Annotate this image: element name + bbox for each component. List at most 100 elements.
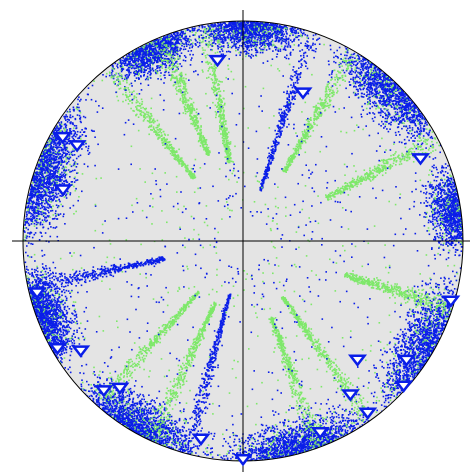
density-point-1824 [360, 60, 362, 62]
density-point-3279 [432, 186, 434, 188]
density-point-2355 [401, 118, 404, 121]
density-point-4540 [421, 358, 424, 361]
density-point-742 [273, 33, 275, 35]
density-point-1976 [369, 93, 371, 95]
density-point-1317 [223, 25, 225, 28]
density-point-2007 [388, 79, 390, 81]
density-point-2665 [340, 58, 342, 60]
density-point-3241 [439, 254, 442, 256]
density-point-340 [212, 26, 215, 28]
density-point-1676 [402, 115, 405, 118]
density-point-2447 [369, 96, 371, 99]
density-point-935 [245, 34, 248, 37]
density-point-4237 [383, 367, 385, 369]
density-point-1628 [374, 116, 376, 119]
density-point-633 [233, 32, 236, 35]
density-point-948 [227, 30, 229, 33]
density-point-4943 [399, 316, 401, 318]
density-point-2699 [389, 94, 391, 97]
density-point-353 [227, 64, 229, 67]
density-point-764 [306, 40, 308, 42]
density-point-4886 [422, 334, 425, 336]
density-point-1091 [243, 50, 246, 53]
density-point-321 [300, 42, 302, 44]
density-point-938 [238, 26, 240, 29]
density-point-2332 [408, 119, 411, 122]
density-point-68 [286, 54, 288, 57]
density-point-3409 [453, 211, 456, 213]
density-point-451 [213, 38, 215, 40]
density-point-3784 [444, 219, 447, 222]
density-point-2769 [357, 90, 359, 93]
density-point-4459 [392, 392, 395, 395]
density-point-1573 [406, 136, 409, 138]
density-point-284 [233, 26, 235, 28]
density-point-571 [260, 39, 263, 41]
density-point-13 [274, 40, 276, 43]
density-point-553 [201, 26, 204, 29]
density-point-761 [255, 46, 257, 49]
density-point-4671 [411, 348, 413, 351]
density-point-4531 [404, 350, 406, 352]
density-point-3819 [453, 185, 456, 188]
density-point-958 [231, 30, 233, 33]
density-point-3093 [436, 209, 439, 211]
density-point-1959 [338, 46, 341, 49]
density-point-2802 [435, 166, 437, 169]
density-point-2771 [355, 74, 358, 76]
density-point-3829 [448, 198, 450, 201]
density-point-4098 [416, 300, 419, 303]
density-point-327 [213, 40, 216, 42]
density-point-1175 [240, 34, 242, 37]
density-point-1049 [241, 26, 244, 28]
density-point-2142 [400, 114, 403, 116]
density-point-4560 [441, 322, 443, 324]
density-point-400 [259, 51, 262, 54]
density-point-2025 [371, 95, 374, 98]
density-point-157 [294, 30, 296, 32]
density-point-1149 [297, 45, 300, 47]
density-point-2598 [428, 147, 431, 150]
density-point-913 [261, 42, 264, 45]
density-point-937 [225, 32, 227, 34]
density-point-1473 [377, 106, 379, 109]
density-point-878 [226, 36, 228, 39]
density-point-2501 [408, 116, 411, 119]
density-point-2547 [367, 103, 370, 105]
density-point-2050 [364, 74, 367, 77]
density-point-2588 [382, 103, 384, 105]
density-point-3843 [428, 204, 431, 207]
density-point-4970 [373, 367, 376, 369]
density-point-2628 [372, 76, 374, 78]
density-point-4048 [435, 282, 437, 285]
density-point-3517 [451, 230, 453, 233]
density-point-2987 [437, 172, 439, 174]
density-point-2633 [336, 56, 339, 58]
density-point-481 [215, 27, 218, 29]
density-point-2756 [395, 84, 397, 86]
density-point-3514 [431, 220, 434, 223]
density-point-3889 [456, 249, 459, 251]
density-point-245 [295, 31, 298, 33]
density-point-2539 [382, 80, 384, 83]
density-point-3722 [447, 203, 449, 205]
density-point-1297 [237, 30, 239, 33]
density-point-656 [222, 39, 224, 41]
density-point-1216 [234, 45, 237, 48]
density-point-1055 [295, 36, 297, 38]
density-point-2512 [369, 65, 371, 68]
density-point-4811 [388, 366, 391, 369]
density-point-953 [224, 32, 226, 34]
density-point-89 [293, 44, 296, 46]
density-point-3903 [442, 209, 444, 212]
density-point-3323 [428, 219, 430, 222]
density-point-701 [293, 39, 295, 41]
density-point-3376 [420, 202, 422, 204]
density-point-2709 [385, 78, 388, 80]
density-point-4737 [407, 369, 410, 372]
density-point-2921 [455, 217, 458, 219]
density-point-4941 [420, 319, 423, 321]
density-point-4784 [402, 331, 404, 333]
density-point-691 [201, 53, 204, 55]
density-point-1197 [253, 44, 256, 47]
